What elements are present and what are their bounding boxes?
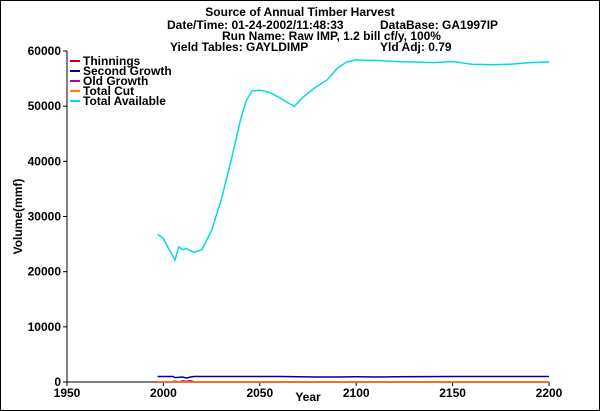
x-tick-label: 2100 — [343, 386, 370, 400]
x-tick-label: 2150 — [439, 386, 466, 400]
series-line-total-available — [157, 59, 550, 263]
legend-label-total-cut: Total Cut — [83, 84, 134, 98]
legend-label-old-growth: Old Growth — [83, 74, 148, 88]
series-line-second-growth — [157, 375, 549, 379]
legend-label-thinnings: Thinnings — [83, 54, 141, 68]
legend-label-total-available: Total Available — [83, 94, 166, 108]
y-tick-label: 20000 — [28, 265, 62, 279]
chart-title: Source of Annual Timber Harvest — [205, 5, 395, 19]
y-tick-label: 10000 — [28, 320, 62, 334]
legend-label-second-growth: Second Growth — [83, 64, 172, 78]
y-tick-label: 40000 — [28, 154, 62, 168]
x-tick-label: 1950 — [54, 386, 81, 400]
x-tick-label: 2200 — [536, 386, 563, 400]
axes: 1950 2000 2050 2100 2150 2200 0 10000 20000 30000… — [28, 44, 563, 400]
y-tick-label: 0 — [54, 375, 61, 389]
x-tick-label: 2000 — [150, 386, 177, 400]
yield-tables-label: Yield Tables: GAYLDIMP — [170, 40, 309, 54]
x-tick-label: 2050 — [246, 386, 273, 400]
yield-adj-label: Yld Adj: 0.79 — [380, 40, 452, 54]
series-lines — [157, 59, 550, 383]
y-tick-label: 60000 — [28, 44, 62, 58]
run-name-label: Run Name: Raw IMP, 1.2 bill cf/y, 100% — [222, 29, 441, 43]
datetime-label: Date/Time: 01-24-2002/11:48:33 — [167, 18, 344, 32]
y-tick-label: 30000 — [28, 210, 62, 224]
y-axis-title: Volume(mmf) — [11, 179, 25, 255]
x-axis-title: Year — [295, 390, 321, 404]
database-label: DataBase: GA1997IP — [380, 18, 499, 32]
y-tick-label: 50000 — [28, 99, 62, 113]
